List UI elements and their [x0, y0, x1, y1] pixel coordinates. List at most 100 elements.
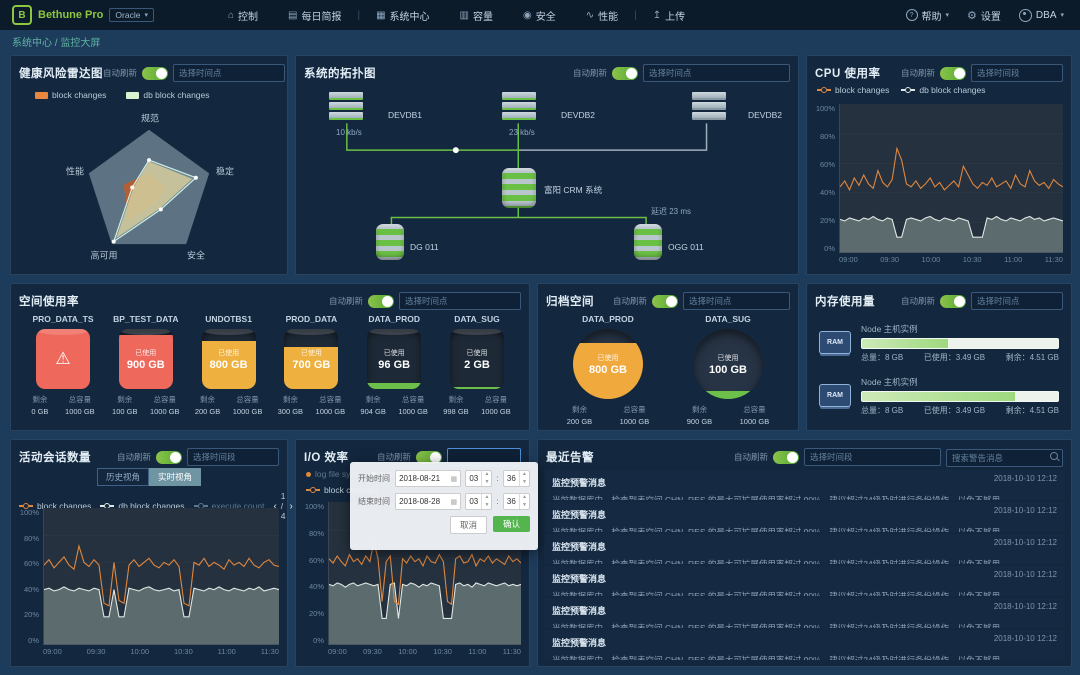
settings-menu[interactable]: ⚙ 设置 — [967, 8, 1001, 23]
archive-gauge[interactable]: DATA_PROD 已使用 800 GB 剩余 200 GB 总容量 1000 GB — [553, 314, 663, 426]
auto-refresh-toggle[interactable] — [612, 66, 638, 80]
time-point-input[interactable] — [643, 64, 790, 82]
topology-node-database[interactable] — [502, 168, 536, 208]
alert-row[interactable]: 监控预警消息 2018-10-10 12:12 当前数据库中，检查到表空间 CHN_… — [544, 534, 1065, 564]
auto-refresh-toggle[interactable] — [142, 66, 169, 80]
db-selector[interactable]: Oracle ▾ — [109, 8, 154, 22]
auto-refresh-toggle[interactable] — [368, 294, 394, 308]
capacity-icon: ▥ — [459, 9, 469, 21]
step-down-icon[interactable]: ▼ — [522, 478, 527, 485]
tablespace-name: DATA_SUG — [454, 314, 500, 324]
free-stat: 剩余 900 GB — [686, 405, 713, 426]
pager-prev-icon[interactable]: ‹ — [273, 500, 277, 512]
tablespace-name: PROD_DATA — [285, 314, 338, 324]
menu-item-1[interactable]: ▤ 每日简报 — [288, 9, 342, 23]
alert-row[interactable]: 监控预警消息 2018-10-10 12:12 当前数据库中，检查到表空间 CHN_… — [544, 502, 1065, 532]
total-stat: 总容量 1000 GB — [232, 395, 263, 416]
step-down-icon[interactable]: ▼ — [522, 501, 527, 508]
alert-title: 监控预警消息 — [552, 478, 607, 488]
tablespace-gauge[interactable]: UNDOTBS1 已使用 800 GB 剩余 200 GB 总容量 1000 GB — [189, 314, 269, 424]
auto-refresh-toggle[interactable] — [416, 450, 442, 464]
end-date-input[interactable]: 2018-08-28 ▦ — [395, 493, 462, 510]
menu-item-3[interactable]: ▥ 容量 — [459, 9, 493, 23]
time-point-input[interactable] — [971, 292, 1063, 310]
step-down-icon[interactable]: ▼ — [484, 501, 490, 508]
topology-node-database[interactable] — [376, 224, 404, 260]
alert-row[interactable]: 监控预警消息 2018-10-10 12:12 当前数据库中，检查到表空间 CHN_… — [544, 470, 1065, 500]
alert-search-input[interactable] — [946, 448, 1063, 467]
pager-next-icon[interactable]: › — [289, 500, 293, 512]
time-point-input[interactable] — [683, 292, 790, 310]
menu-item-5[interactable]: ∿ 性能 — [585, 9, 619, 23]
total-stat: 总容量 1000 GB — [315, 395, 346, 416]
start-hour-stepper[interactable]: 03 ▲ ▼ — [465, 470, 493, 487]
start-date-input[interactable]: 2018-08-21 ▦ — [395, 470, 462, 487]
step-up-icon[interactable]: ▲ — [522, 471, 527, 477]
alert-row[interactable]: 监控预警消息 2018-10-10 12:12 当前数据库中，检查到表空间 CHN_… — [544, 598, 1065, 628]
free-stat: 剩余 100 GB — [112, 395, 138, 416]
step-up-icon[interactable]: ▲ — [484, 494, 490, 500]
view-tab-0[interactable]: 历史视角 — [96, 468, 149, 486]
topology-node-server[interactable] — [329, 92, 363, 120]
time-range-input[interactable] — [187, 448, 279, 466]
topology-node-server[interactable] — [502, 92, 536, 120]
panel-cpu-usage: CPU 使用率 自动刷新 block changes db block chang… — [806, 55, 1072, 275]
auto-refresh-toggle[interactable] — [652, 294, 678, 308]
tablespace-name: BP_TEST_DATA — [113, 314, 179, 324]
panel-title: 内存使用量 — [815, 296, 875, 308]
end-minute-stepper[interactable]: 36 ▲ ▼ — [502, 493, 530, 510]
legend-item[interactable]: db block changes — [901, 85, 986, 95]
confirm-button[interactable]: 确认 — [492, 516, 530, 532]
topology-node-server[interactable] — [692, 92, 726, 120]
memory-node-label: Node 主机实例 — [861, 323, 918, 334]
archive-gauge[interactable]: DATA_SUG 已使用 100 GB 剩余 900 GB 总容量 1000 GB — [673, 314, 783, 426]
alert-row[interactable]: 监控预警消息 2018-10-10 12:12 当前数据库中，检查到表空间 CHN_… — [544, 566, 1065, 596]
step-up-icon[interactable]: ▲ — [484, 471, 490, 477]
legend-item[interactable]: log file sync — [306, 469, 359, 479]
time-range-input[interactable] — [804, 448, 941, 466]
cancel-button[interactable]: 取消 — [449, 516, 487, 534]
step-down-icon[interactable]: ▼ — [484, 478, 490, 485]
time-point-input[interactable] — [173, 64, 286, 82]
auto-refresh-toggle[interactable] — [940, 294, 966, 308]
tablespace-gauges: PRO_DATA_TS ⚠ 剩余 0 GB 总容量 1000 GB BP_TEST_DATA… — [23, 314, 517, 424]
help-menu[interactable]: ? 帮助 ▾ — [905, 8, 949, 23]
auto-refresh-toggle[interactable] — [156, 450, 182, 464]
radar-legend: block changes db block changes — [35, 90, 210, 100]
topology-node-database[interactable] — [634, 224, 662, 260]
alert-row[interactable]: 监控预警消息 2018-10-10 12:12 当前数据库中，检查到表空间 CHN_… — [544, 630, 1065, 660]
legend-item[interactable]: db block changes — [126, 90, 210, 100]
tablespace-gauge[interactable]: PROD_DATA 已使用 700 GB 剩余 300 GB 总容量 1000 GB — [271, 314, 351, 424]
auto-refresh-toggle[interactable] — [773, 450, 799, 464]
tablespace-gauge[interactable]: PRO_DATA_TS ⚠ 剩余 0 GB 总容量 1000 GB — [23, 314, 103, 424]
tablespace-gauge[interactable]: DATA_SUG 已使用 2 GB 剩余 998 GB 总容量 1000 GB — [437, 314, 517, 424]
alert-title: 监控预警消息 — [552, 574, 607, 584]
sessions-legend: block changes db block changes execute cou… — [19, 491, 293, 521]
menu-item-6[interactable]: ↥ 上传 — [652, 9, 686, 23]
time-point-input[interactable] — [399, 292, 521, 310]
legend-item[interactable]: block changes — [35, 90, 106, 100]
view-tab-1[interactable]: 实时视角 — [149, 468, 202, 486]
legend-item[interactable]: block changes — [817, 85, 889, 95]
settings-label: 设置 — [980, 11, 1001, 23]
menu-item-2[interactable]: ▦ 系统中心 — [376, 9, 430, 23]
alert-body: 当前数据库中，检查到表空间 CHN_RES 的最大可扩展使用率超过 90%，建议… — [552, 655, 1009, 660]
menu-item-0[interactable]: ⌂ 控制 — [227, 9, 259, 23]
ram-icon: RAM — [819, 331, 851, 354]
tablespace-gauge[interactable]: BP_TEST_DATA 已使用 900 GB 剩余 100 GB 总容量 1000 GB — [106, 314, 186, 424]
auto-refresh-toggle[interactable] — [940, 66, 966, 80]
time-range-input[interactable] — [971, 64, 1063, 82]
circle-gauge-icon: 已使用 100 GB — [693, 329, 763, 399]
start-minute-stepper[interactable]: 36 ▲ ▼ — [502, 470, 530, 487]
tablespace-gauge[interactable]: DATA_PROD 已使用 96 GB 剩余 904 GB 总容量 1000 GB — [354, 314, 434, 424]
step-up-icon[interactable]: ▲ — [522, 494, 527, 500]
avatar-icon — [1018, 8, 1032, 22]
alert-list: 监控预警消息 2018-10-10 12:12 当前数据库中，检查到表空间 CHN_… — [544, 470, 1065, 660]
user-menu[interactable]: DBA ▾ — [1018, 8, 1064, 22]
legend-item[interactable]: block changes — [19, 501, 91, 511]
system-icon: ▦ — [376, 9, 386, 21]
radar-svg — [88, 129, 210, 245]
menu-item-4[interactable]: ◉ 安全 — [522, 9, 556, 23]
menu-separator: | — [357, 9, 361, 21]
end-hour-stepper[interactable]: 03 ▲ ▼ — [465, 493, 493, 510]
